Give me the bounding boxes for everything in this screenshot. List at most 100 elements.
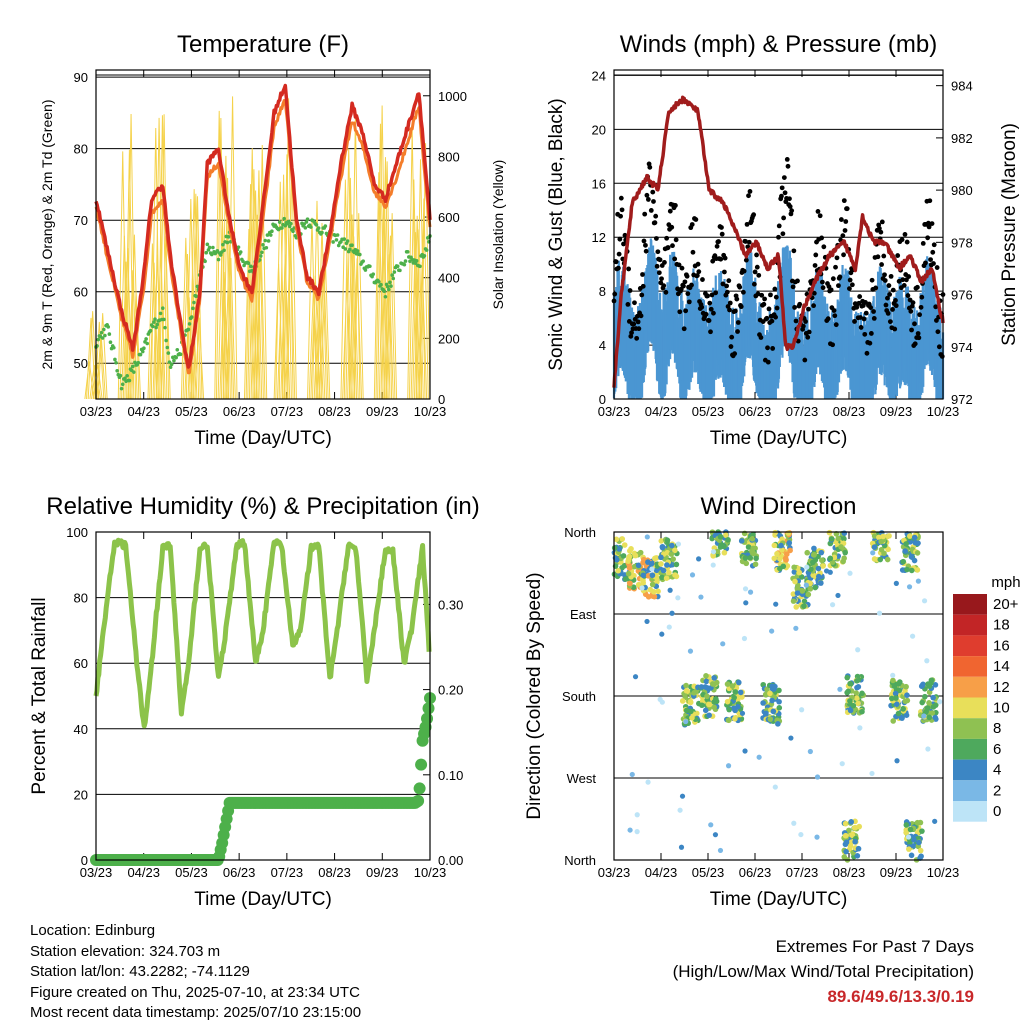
dewpoint-point bbox=[166, 351, 171, 355]
gust-point bbox=[727, 307, 732, 313]
x-tick-label: 10/23 bbox=[927, 865, 960, 880]
direction-point bbox=[725, 763, 732, 769]
y2-tick-label: 976 bbox=[951, 288, 973, 303]
plot-border bbox=[613, 531, 944, 861]
direction-point bbox=[778, 542, 784, 549]
y-tick-label: West bbox=[567, 771, 597, 786]
gust-point bbox=[878, 229, 884, 235]
dewpoint-point bbox=[331, 240, 335, 244]
direction-point bbox=[904, 566, 910, 573]
direction-point bbox=[625, 558, 631, 564]
gust-point bbox=[681, 283, 686, 289]
gust-point bbox=[919, 294, 925, 300]
dewpoint-point bbox=[161, 306, 165, 310]
x-tick-label: 04/23 bbox=[127, 404, 160, 419]
direction-point bbox=[787, 547, 793, 554]
y2-tick-label: 0.20 bbox=[438, 683, 463, 698]
gust-point bbox=[724, 289, 730, 295]
direction-point bbox=[714, 548, 721, 555]
direction-point bbox=[849, 832, 856, 839]
gust-point bbox=[815, 209, 821, 214]
elevation-text: Station elevation: 324.703 m bbox=[30, 942, 221, 960]
dewpoint-point bbox=[260, 250, 264, 255]
dewpoint-point bbox=[361, 259, 366, 263]
x-tick-label: 06/23 bbox=[739, 404, 772, 419]
direction-point bbox=[784, 563, 791, 569]
gust-point bbox=[673, 203, 678, 208]
direction-point bbox=[859, 690, 865, 697]
gust-point bbox=[825, 316, 831, 322]
direction-point bbox=[788, 735, 794, 741]
gust-point bbox=[833, 322, 839, 328]
direction-point bbox=[889, 695, 895, 702]
dewpoint-point bbox=[216, 257, 221, 262]
dewpoint-point bbox=[100, 336, 105, 340]
direction-point bbox=[760, 700, 766, 706]
direction-point bbox=[613, 556, 620, 563]
gust-point bbox=[711, 310, 716, 316]
gust-point bbox=[830, 342, 836, 348]
gust-point bbox=[800, 323, 806, 329]
dewpoint-point bbox=[265, 233, 270, 237]
y-axis-label: Sonic Wind & Gust (Blue, Black) bbox=[546, 98, 567, 370]
direction-point bbox=[679, 793, 686, 799]
gust-point bbox=[755, 291, 761, 297]
dewpoint-point bbox=[303, 226, 308, 230]
dewpoint-point bbox=[358, 252, 362, 257]
direction-point bbox=[654, 579, 660, 585]
gust-point bbox=[640, 283, 646, 289]
direction-point bbox=[799, 707, 805, 713]
gust-point bbox=[726, 278, 732, 284]
direction-point bbox=[658, 554, 664, 561]
gust-point bbox=[939, 353, 945, 359]
dewpoint-point bbox=[112, 345, 116, 350]
direction-point bbox=[929, 710, 936, 716]
direction-point bbox=[899, 567, 906, 573]
direction-point bbox=[890, 677, 896, 684]
direction-point bbox=[650, 588, 657, 595]
direction-point bbox=[725, 537, 731, 543]
legend-label: 4 bbox=[993, 762, 1001, 779]
direction-point bbox=[854, 853, 861, 859]
gust-point bbox=[844, 206, 850, 212]
extremes-subtitle: (High/Low/Max Wind/Total Precipitation) bbox=[672, 962, 974, 981]
dewpoint-point bbox=[270, 229, 274, 234]
legend-label: 10 bbox=[993, 700, 1010, 717]
y-tick-label: 20 bbox=[592, 122, 606, 137]
direction-point bbox=[779, 547, 785, 553]
y-tick-label: 60 bbox=[74, 656, 88, 671]
gust-point bbox=[836, 283, 841, 289]
gust-point bbox=[741, 268, 747, 274]
direction-point bbox=[753, 555, 759, 562]
direction-point bbox=[791, 820, 797, 826]
gust-point bbox=[709, 292, 715, 298]
direction-point bbox=[819, 557, 825, 564]
gust-point bbox=[935, 329, 941, 335]
gust-point bbox=[893, 303, 899, 309]
legend-label: 16 bbox=[993, 637, 1010, 654]
y-tick-label: 12 bbox=[592, 230, 606, 245]
direction-point bbox=[871, 544, 878, 550]
humidity-line bbox=[93, 537, 432, 729]
direction-point bbox=[737, 689, 744, 696]
dewpoint-point bbox=[248, 264, 253, 269]
dewpoint-point bbox=[268, 233, 273, 237]
x-tick-label: 07/23 bbox=[786, 404, 819, 419]
direction-point bbox=[909, 633, 916, 639]
direction-point bbox=[699, 698, 706, 704]
dewpoint-point bbox=[99, 330, 104, 335]
gust-point bbox=[647, 164, 653, 170]
direction-point bbox=[911, 534, 918, 541]
direction-point bbox=[735, 703, 741, 710]
direction-point bbox=[881, 550, 887, 557]
gust-point bbox=[918, 304, 924, 310]
gust-point bbox=[779, 185, 785, 191]
direction-point bbox=[835, 592, 841, 599]
gust-point bbox=[916, 335, 922, 341]
direction-point bbox=[905, 834, 912, 840]
dewpoint-point bbox=[402, 262, 407, 267]
y2-tick-label: 800 bbox=[438, 149, 460, 164]
direction-point bbox=[725, 717, 732, 723]
direction-point bbox=[644, 534, 650, 540]
direction-series bbox=[611, 529, 943, 863]
